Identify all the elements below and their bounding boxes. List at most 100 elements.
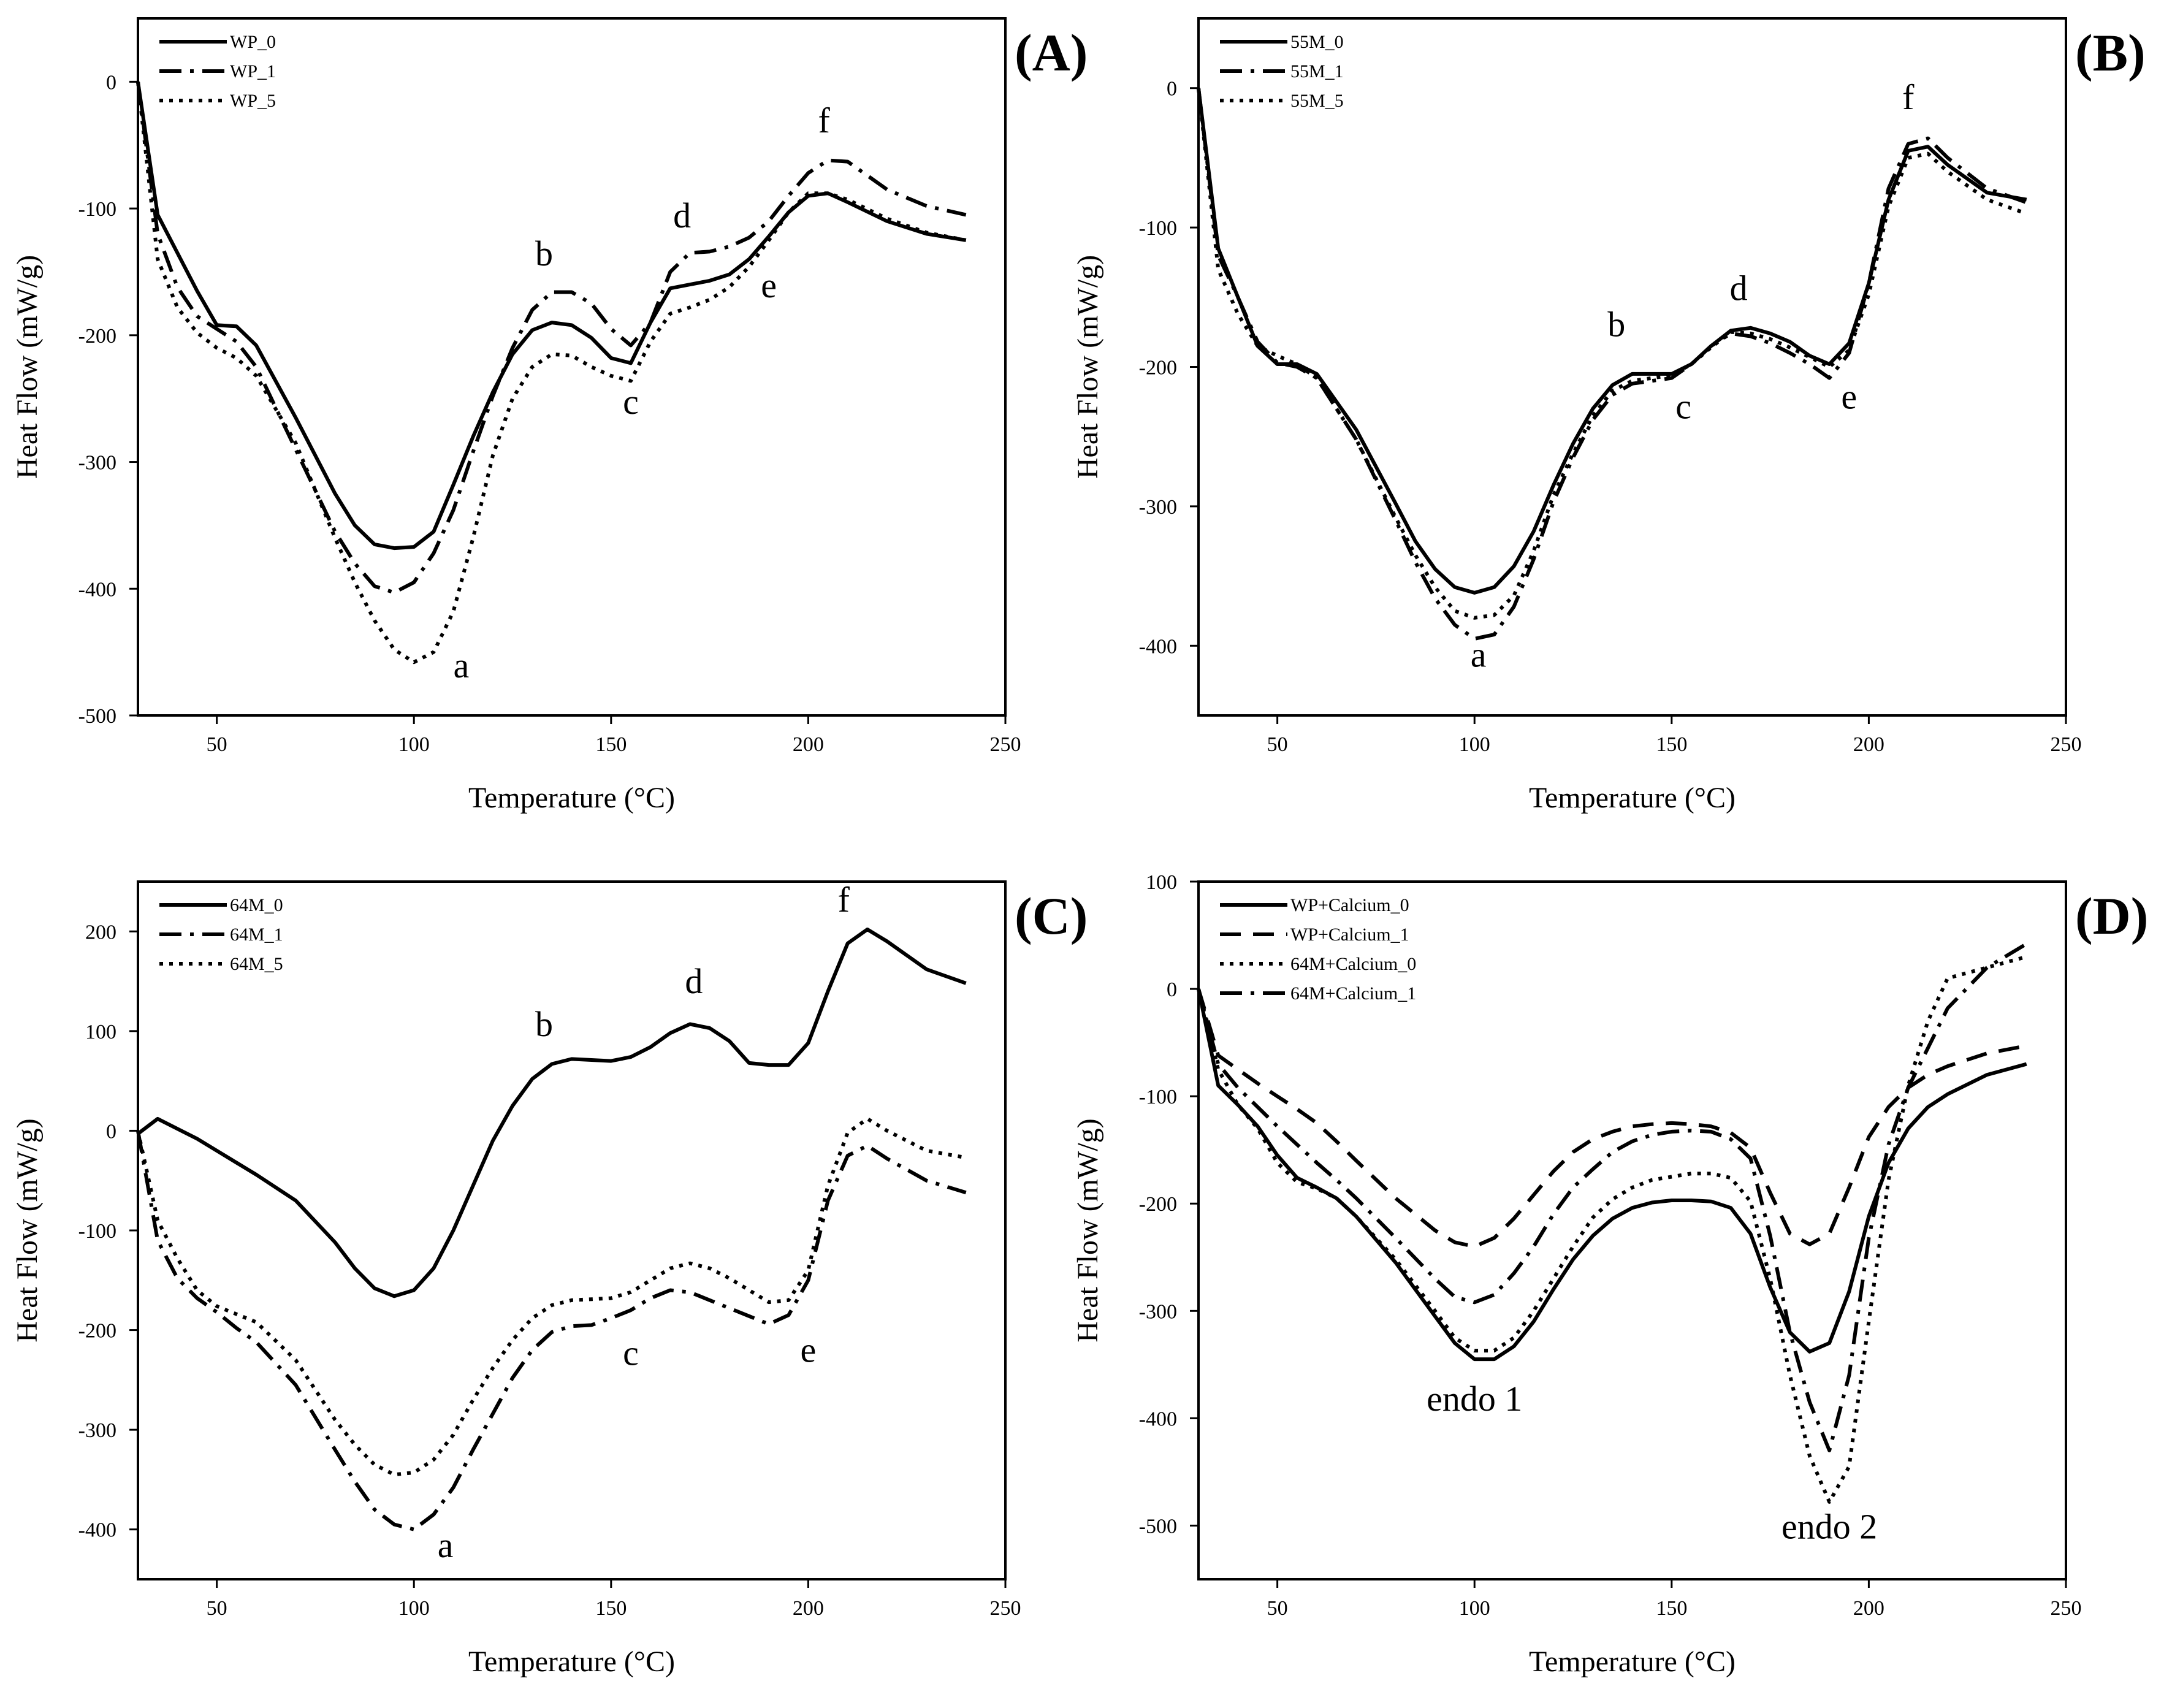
x-tick-label: 100 bbox=[398, 1597, 430, 1620]
legend-entry: 64M_0 bbox=[230, 895, 283, 915]
legend-entry: 64M_5 bbox=[230, 954, 283, 974]
series-line-55M_1 bbox=[1197, 88, 2027, 641]
x-tick-label: 100 bbox=[1459, 733, 1490, 756]
x-tick-label: 50 bbox=[207, 733, 227, 756]
series-line-64M+Calcium_1 bbox=[1197, 942, 2028, 1452]
series-line-64M_0 bbox=[137, 928, 967, 1298]
y-tick-label: -400 bbox=[78, 578, 116, 601]
y-tick-label: -100 bbox=[1139, 1086, 1177, 1108]
legend-entry: WP+Calcium_1 bbox=[1290, 925, 1409, 945]
peak-annotation: d bbox=[1730, 268, 1748, 308]
peak-annotation: b bbox=[535, 1004, 553, 1044]
y-axis-label: Heat Flow (mW/g) bbox=[1072, 1118, 1104, 1342]
x-tick-label: 50 bbox=[1267, 733, 1288, 756]
series-line-64M+Calcium_0 bbox=[1197, 955, 2027, 1504]
x-tick-label: 200 bbox=[1853, 733, 1884, 756]
y-tick-label: 100 bbox=[85, 1021, 116, 1043]
x-tick-label: 50 bbox=[207, 1597, 227, 1620]
y-tick-label: -100 bbox=[78, 1220, 116, 1243]
peak-annotation: d bbox=[685, 961, 703, 1001]
y-tick-label: -200 bbox=[78, 325, 116, 348]
x-tick-label: 250 bbox=[990, 1597, 1021, 1620]
x-tick-label: 100 bbox=[1459, 1597, 1490, 1620]
y-tick-label: 0 bbox=[106, 71, 116, 94]
panel-3: 50 100 150 200 250 200 100 0 -100 -200 -300 -400 Tem… bbox=[11, 880, 1088, 1678]
x-tick-label: 250 bbox=[990, 733, 1021, 756]
y-axis-label: Heat Flow (mW/g) bbox=[1072, 255, 1104, 479]
panel-label: (D) bbox=[2075, 886, 2148, 945]
series-line-WP_5 bbox=[136, 82, 967, 665]
plot-frame bbox=[137, 17, 1007, 717]
peak-annotation: b bbox=[1607, 304, 1625, 344]
y-axis-label: Heat Flow (mW/g) bbox=[11, 1118, 44, 1342]
y-tick-label: 0 bbox=[106, 1120, 116, 1143]
y-tick-label: -300 bbox=[78, 452, 116, 475]
peak-annotation: c bbox=[623, 382, 639, 422]
x-axis-label: Temperature (°C) bbox=[1529, 782, 1736, 814]
y-tick-label: -200 bbox=[1139, 1193, 1177, 1216]
series-line-WP_1 bbox=[136, 82, 967, 595]
y-tick-label: 200 bbox=[85, 921, 116, 944]
peak-annotation: f bbox=[818, 101, 830, 140]
y-tick-label: -400 bbox=[1139, 635, 1177, 658]
x-tick-label: 200 bbox=[793, 1597, 824, 1620]
peak-annotation: c bbox=[1675, 387, 1691, 427]
legend-entry: 55M_5 bbox=[1290, 91, 1344, 111]
peak-annotation: d bbox=[673, 196, 691, 235]
legend-entry: 64M+Calcium_1 bbox=[1290, 983, 1416, 1004]
peak-annotation: a bbox=[454, 646, 470, 685]
x-tick-label: 200 bbox=[793, 733, 824, 756]
x-tick-label: 250 bbox=[2051, 1597, 2082, 1620]
panel-label: (B) bbox=[2075, 23, 2146, 82]
panel-4: 50 100 150 200 250 100 0 -100 -200 -300 -400 -500 Te… bbox=[1072, 871, 2148, 1678]
peak-annotation: c bbox=[623, 1333, 639, 1373]
y-tick-label: 100 bbox=[1146, 871, 1177, 894]
x-axis-label: Temperature (°C) bbox=[468, 782, 675, 814]
y-tick-label: -400 bbox=[78, 1519, 116, 1542]
legend-entry: WP_0 bbox=[230, 32, 276, 52]
peak-annotation: a bbox=[1471, 635, 1487, 674]
panel-1: 50 100 150 200 250 0 -100 -200 -300 -400 -500 Tempe… bbox=[11, 17, 1088, 814]
x-axis-label: Temperature (°C) bbox=[1529, 1645, 1736, 1678]
y-tick-label: -500 bbox=[1139, 1515, 1177, 1538]
x-tick-label: 150 bbox=[595, 1597, 627, 1620]
panel-label: (C) bbox=[1015, 886, 1088, 945]
plot-frame bbox=[1197, 17, 2067, 717]
peak-annotation: endo 1 bbox=[1427, 1379, 1522, 1419]
peak-annotation: f bbox=[1902, 77, 1915, 117]
peak-annotation: e bbox=[761, 265, 777, 305]
series-line-64M_5 bbox=[136, 1116, 967, 1477]
legend-entry: WP_5 bbox=[230, 91, 276, 111]
legend-entry: 55M_1 bbox=[1290, 61, 1344, 82]
y-tick-label: -300 bbox=[1139, 1300, 1177, 1323]
peak-annotation: b bbox=[535, 234, 553, 273]
x-tick-label: 150 bbox=[1656, 733, 1687, 756]
y-tick-label: -200 bbox=[78, 1320, 116, 1343]
series-line-WP+Calcium_0 bbox=[1197, 988, 2027, 1362]
series-line-WP+Calcium_1 bbox=[1197, 988, 2027, 1249]
y-axis-label: Heat Flow (mW/g) bbox=[11, 255, 44, 479]
y-tick-label: -300 bbox=[1139, 496, 1177, 519]
x-axis-label: Temperature (°C) bbox=[468, 1645, 675, 1678]
legend-entry: 64M+Calcium_0 bbox=[1290, 954, 1416, 974]
legend-entry: WP_1 bbox=[230, 61, 276, 82]
y-tick-label: -300 bbox=[78, 1419, 116, 1442]
x-tick-label: 150 bbox=[595, 733, 627, 756]
series-line-55M_5 bbox=[1197, 88, 2027, 620]
series-line-64M_1 bbox=[136, 1130, 967, 1531]
series-line-WP_0 bbox=[136, 81, 967, 551]
peak-annotation: endo 2 bbox=[1781, 1506, 1877, 1546]
x-tick-label: 100 bbox=[398, 733, 430, 756]
y-tick-label: -200 bbox=[1139, 357, 1177, 379]
y-tick-label: 0 bbox=[1167, 978, 1177, 1001]
y-tick-label: 0 bbox=[1167, 78, 1177, 101]
panel-label: (A) bbox=[1015, 23, 1088, 82]
legend-entry: 55M_0 bbox=[1290, 32, 1344, 52]
x-tick-label: 250 bbox=[2051, 733, 2082, 756]
plot-frame bbox=[1197, 880, 2067, 1580]
x-tick-label: 150 bbox=[1656, 1597, 1687, 1620]
y-tick-label: -500 bbox=[78, 705, 116, 728]
plot-frame bbox=[137, 880, 1007, 1580]
y-tick-label: -100 bbox=[1139, 217, 1177, 240]
